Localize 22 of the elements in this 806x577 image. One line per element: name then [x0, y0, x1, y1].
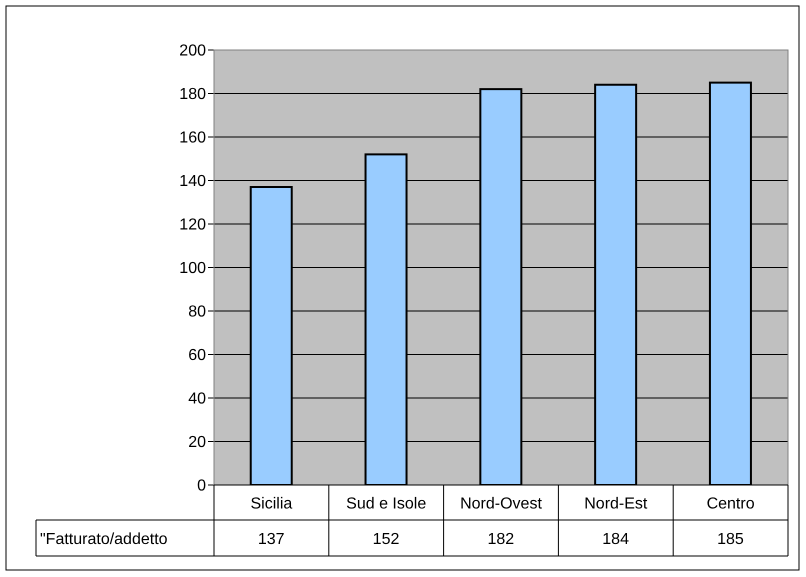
y-tick-label: 120: [179, 216, 206, 234]
y-tick-label: 160: [179, 130, 206, 147]
x-tick-label: Sud e Isole: [346, 496, 426, 512]
data-label: 184: [602, 531, 630, 548]
x-tick-label: Centro: [706, 496, 755, 512]
y-tick-label: 180: [179, 86, 206, 104]
x-tick-label: Sicilia: [250, 496, 292, 512]
y-tick-label: 100: [179, 260, 206, 278]
data-label: 152: [372, 531, 400, 548]
data-label: 185: [717, 531, 744, 548]
y-tick-label: 20: [188, 434, 206, 452]
y-tick-label: 80: [188, 304, 206, 321]
legend-label: "Fatturato/addetto: [40, 531, 168, 548]
y-tick-label: 40: [188, 390, 206, 408]
x-tick-label: Nord-Ovest: [460, 496, 542, 512]
y-tick-label: 140: [179, 173, 206, 190]
y-tick-label: 0: [197, 478, 206, 495]
y-tick-label: 60: [188, 347, 206, 364]
y-tick-label: 200: [179, 42, 206, 60]
data-label: 137: [258, 531, 285, 548]
x-tick-label: Nord-Est: [584, 496, 648, 512]
data-label: 182: [487, 531, 514, 548]
